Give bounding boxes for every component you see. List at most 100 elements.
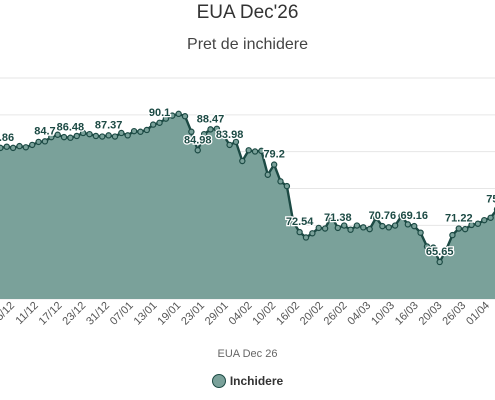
data-point[interactable] — [258, 147, 265, 155]
data-point[interactable] — [194, 147, 201, 154]
plot-area: 85.86 84.786.48 87.37 90.1 84.98 88.47 83.98 79… — [0, 77, 495, 328]
data-point[interactable] — [487, 214, 494, 221]
data-point[interactable] — [92, 132, 100, 140]
data-point[interactable] — [340, 222, 348, 229]
data-point[interactable] — [200, 130, 208, 138]
points-layer — [0, 110, 495, 266]
data-point[interactable] — [9, 144, 17, 152]
data-point[interactable] — [67, 134, 74, 141]
x-tick-label: 19/01 — [155, 300, 183, 328]
data-point[interactable] — [379, 222, 386, 230]
data-point[interactable] — [309, 230, 316, 237]
data-point[interactable] — [162, 115, 170, 122]
data-point[interactable] — [372, 214, 380, 221]
data-point[interactable] — [449, 231, 456, 239]
data-point[interactable] — [481, 216, 488, 224]
data-point[interactable] — [360, 224, 367, 231]
data-point[interactable] — [315, 224, 322, 232]
legend[interactable]: Inchidere — [0, 374, 495, 388]
data-point[interactable] — [423, 243, 431, 250]
data-point[interactable] — [296, 228, 303, 236]
data-label: 88.47 — [197, 113, 225, 125]
data-point[interactable] — [277, 178, 284, 185]
data-point[interactable] — [156, 119, 163, 126]
x-axis-label: EUA Dec 26 — [217, 348, 278, 360]
data-point[interactable] — [118, 129, 125, 137]
data-point[interactable] — [226, 141, 233, 149]
x-tick-label: 16/02 — [274, 300, 302, 328]
data-point[interactable] — [328, 212, 335, 220]
data-point[interactable] — [111, 133, 119, 140]
data-point[interactable] — [60, 133, 68, 141]
data-point[interactable] — [245, 147, 252, 154]
data-point[interactable] — [105, 132, 112, 139]
legend-label: Inchidere — [229, 374, 284, 388]
data-point[interactable] — [264, 171, 271, 178]
data-point[interactable] — [181, 113, 189, 120]
data-point[interactable] — [124, 132, 131, 139]
data-point[interactable] — [398, 212, 405, 220]
data-point[interactable] — [239, 157, 246, 165]
data-point[interactable] — [73, 132, 80, 140]
data-point[interactable] — [207, 126, 214, 133]
data-point[interactable] — [385, 224, 392, 231]
data-label: 71.22 — [445, 213, 473, 225]
data-point[interactable] — [353, 222, 361, 229]
data-point[interactable] — [455, 225, 462, 232]
data-point[interactable] — [22, 144, 30, 151]
data-point[interactable] — [270, 161, 278, 168]
series-area-fill — [0, 113, 495, 299]
data-label: 69.16 — [400, 210, 428, 222]
data-point[interactable] — [86, 130, 93, 138]
data-label: 85.86 — [0, 132, 14, 144]
data-point[interactable] — [188, 128, 195, 135]
data-point[interactable] — [290, 218, 297, 226]
data-point[interactable] — [474, 220, 482, 227]
data-point[interactable] — [143, 126, 151, 134]
data-point[interactable] — [213, 125, 221, 132]
data-point[interactable] — [0, 144, 4, 152]
x-tick-label: 20/02 — [298, 300, 326, 328]
data-label: 75.4 — [486, 193, 495, 205]
x-tick-label: 01/04 — [464, 300, 492, 328]
data-point[interactable] — [347, 226, 354, 233]
data-point[interactable] — [411, 222, 418, 230]
data-point[interactable] — [302, 234, 310, 241]
data-point[interactable] — [175, 110, 182, 118]
data-point[interactable] — [430, 244, 437, 251]
data-point[interactable] — [468, 221, 475, 229]
data-point[interactable] — [54, 131, 61, 138]
x-tick-label: 26/02 — [322, 300, 350, 328]
x-tick-label: 11/12 — [13, 300, 40, 327]
x-tick-label: 05/12 — [0, 300, 17, 328]
data-point[interactable] — [442, 246, 450, 254]
data-point[interactable] — [251, 148, 259, 155]
data-point[interactable] — [169, 112, 176, 119]
data-point[interactable] — [436, 258, 443, 266]
data-point[interactable] — [35, 138, 42, 146]
data-point[interactable] — [321, 225, 329, 232]
data-point[interactable] — [461, 225, 469, 233]
data-point[interactable] — [232, 138, 240, 146]
data-point[interactable] — [366, 225, 373, 233]
data-point[interactable] — [220, 131, 227, 138]
data-point[interactable] — [41, 138, 49, 145]
data-point[interactable] — [334, 224, 342, 232]
data-point[interactable] — [391, 222, 399, 229]
data-point[interactable] — [3, 143, 10, 150]
data-point[interactable] — [137, 128, 144, 135]
data-point[interactable] — [16, 142, 23, 150]
data-point[interactable] — [149, 121, 157, 128]
data-point[interactable] — [48, 133, 55, 141]
data-point[interactable] — [283, 182, 291, 190]
data-point[interactable] — [99, 133, 106, 140]
x-tick-label: 23/12 — [60, 300, 88, 328]
x-tick-label: 23/01 — [179, 300, 207, 328]
data-labels-layer: 85.86 84.786.48 87.37 90.1 84.98 88.47 83.98 79… — [0, 106, 495, 260]
data-point[interactable] — [29, 141, 36, 149]
data-point[interactable] — [79, 129, 87, 137]
data-point[interactable] — [417, 229, 424, 236]
data-point[interactable] — [404, 221, 412, 228]
data-point[interactable] — [130, 127, 138, 135]
